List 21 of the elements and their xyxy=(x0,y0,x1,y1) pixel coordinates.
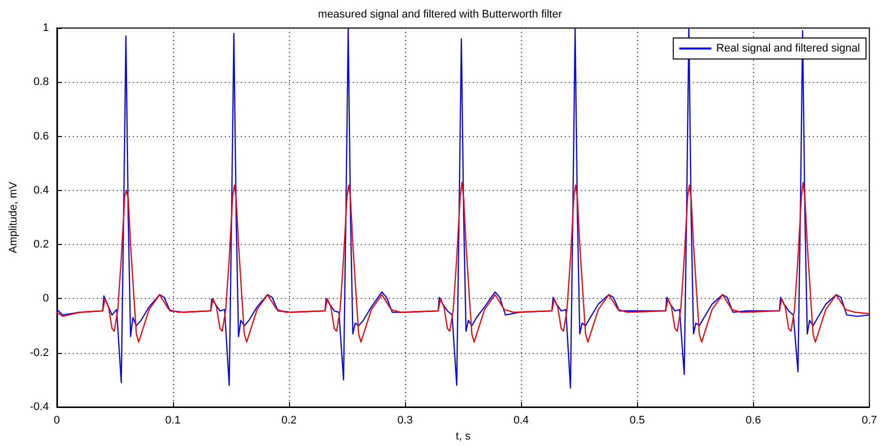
x-tick-label: 0.1 xyxy=(165,414,181,426)
y-tick-label: 0.4 xyxy=(34,184,49,196)
line-series xyxy=(56,182,870,343)
x-tick-label: 0.3 xyxy=(397,414,413,426)
y-tick-label: 0.2 xyxy=(34,238,49,251)
y-tick-label: 0.8 xyxy=(34,76,49,88)
x-tick-label: 0.2 xyxy=(281,414,297,426)
chart-title: measured signal and filtered with Butterworth filter xyxy=(318,8,562,20)
y-axis-title: Amplitude, mV xyxy=(8,181,20,254)
y-tick-label: -0.2 xyxy=(30,346,49,359)
y-tick-label: 1 xyxy=(42,22,49,34)
x-tick-label: 0.7 xyxy=(862,414,878,426)
x-tick-label: 0.5 xyxy=(630,414,645,426)
x-tick-label: 0.6 xyxy=(746,414,761,426)
y-tick-label: 0 xyxy=(42,292,49,305)
x-tick-label: 0 xyxy=(54,414,60,426)
y-tick-label: 0.6 xyxy=(34,130,49,142)
x-tick-label: 0.4 xyxy=(513,414,529,426)
y-tick-label: -0.4 xyxy=(30,401,49,413)
x-axis-title: t, s xyxy=(456,430,471,442)
legend-label: Real signal and filtered signal xyxy=(716,42,860,54)
